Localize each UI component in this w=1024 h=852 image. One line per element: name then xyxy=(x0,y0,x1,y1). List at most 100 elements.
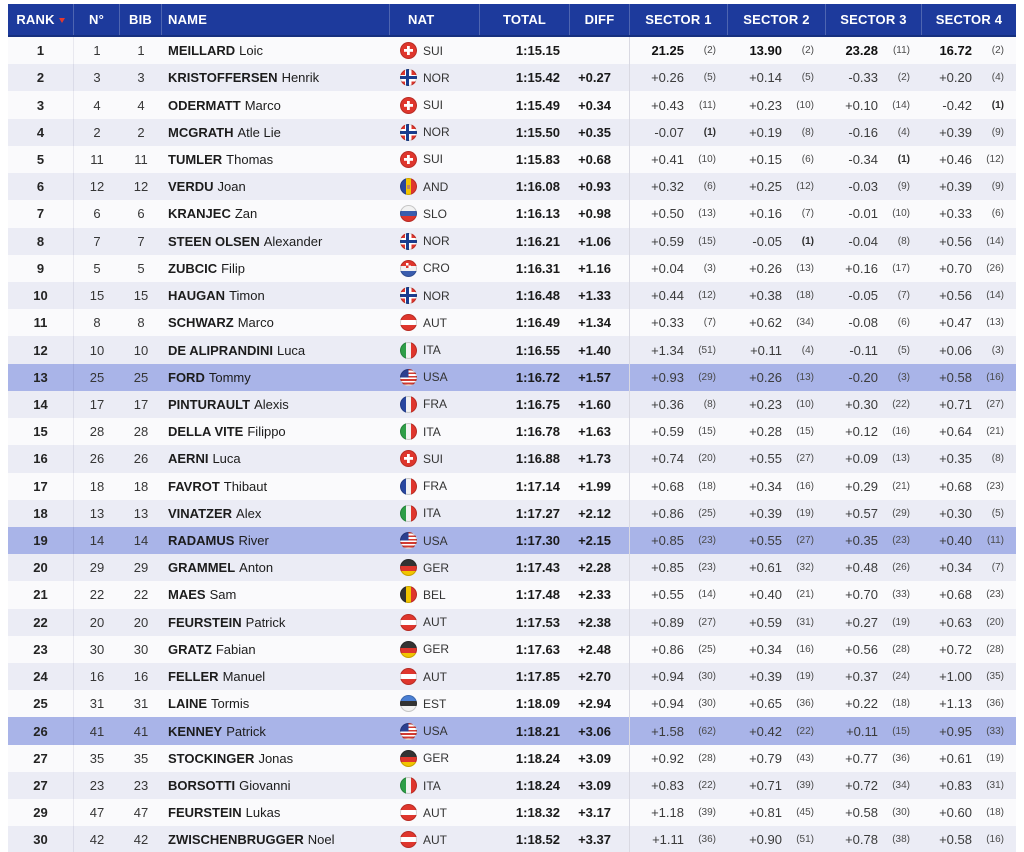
rank-cell: 3 xyxy=(8,91,74,119)
column-header-sector1[interactable]: SECTOR 1 xyxy=(630,4,728,35)
sector-2-cell: +0.26 (13) xyxy=(749,260,814,276)
table-row[interactable]: 10 15 15 HAUGAN Timon NOR 1:16.48 +1.33 +… xyxy=(8,281,1016,310)
column-header-nat[interactable]: NAT xyxy=(390,4,480,35)
start-number-cell: 5 xyxy=(93,260,101,276)
diff-cell: +2.33 xyxy=(570,581,630,609)
country-flag-icon xyxy=(400,42,417,60)
sector-3-cell: +0.10 (14) xyxy=(845,97,910,113)
bib-cell: 8 xyxy=(137,315,145,331)
column-header-start-number[interactable]: N° xyxy=(74,4,120,35)
table-row[interactable]: 13 25 25 FORD Tommy USA 1:16.72 +1.57 +0.… xyxy=(8,363,1016,391)
table-row[interactable]: 30 42 42 ZWISCHENBRUGGER Noel AUT 1:18.52… xyxy=(8,826,1016,852)
table-row[interactable]: 12 10 10 DE ALIPRANDINI Luca ITA 1:16.55 … xyxy=(8,336,1016,364)
sector-2-cell: +0.39 (19) xyxy=(749,505,814,521)
bib-cell: 20 xyxy=(133,614,149,630)
column-header-bib[interactable]: BIB xyxy=(120,4,162,35)
column-header-name[interactable]: NAME xyxy=(162,4,390,35)
country-code: AUT xyxy=(423,615,447,630)
athlete-last-name: MAES xyxy=(168,587,206,603)
column-header-sector3[interactable]: SECTOR 3 xyxy=(826,4,922,35)
athlete-name-cell: KENNEY Patrick xyxy=(162,717,390,744)
bib-cell: 14 xyxy=(133,533,149,549)
country-code: USA xyxy=(423,370,448,385)
athlete-name-cell: KRISTOFFERSEN Henrik xyxy=(162,64,390,91)
athlete-first-name: Alexander xyxy=(263,233,323,249)
table-header-row: RANK N° BIB NAME NAT TOTAL DIFF SECTOR 1… xyxy=(8,4,1016,37)
athlete-name-cell: AERNI Luca xyxy=(162,445,390,472)
start-number-cell: 10 xyxy=(89,342,105,358)
bib-cell: 5 xyxy=(137,260,145,276)
bib-cell: 35 xyxy=(133,750,149,766)
table-row[interactable]: 16 26 26 AERNI Luca SUI 1:16.88 +1.73 +0.… xyxy=(8,445,1016,473)
start-number-cell: 2 xyxy=(93,124,101,140)
bib-cell: 3 xyxy=(137,70,145,86)
table-row[interactable]: 22 20 20 FEURSTEIN Patrick AUT 1:17.53 +2… xyxy=(8,608,1016,636)
total-time-cell: 1:16.55 xyxy=(515,342,560,358)
table-row[interactable]: 23 30 30 GRATZ Fabian GER 1:17.63 +2.48 +… xyxy=(8,635,1016,664)
diff-cell: +0.93 xyxy=(570,173,630,201)
sector-2-cell: +0.65 (36) xyxy=(749,696,814,712)
nationality-cell: NOR xyxy=(390,64,480,91)
total-time-cell: 1:18.21 xyxy=(515,723,560,739)
country-code: CRO xyxy=(423,261,450,276)
athlete-name-cell: MAES Sam xyxy=(162,581,390,608)
table-row[interactable]: 4 2 2 MCGRATH Atle Lie NOR 1:15.50 +0.35 … xyxy=(8,118,1016,146)
sector-4-cell: +1.00 (35) xyxy=(939,669,1004,685)
sector-1-cell: +0.43 (11) xyxy=(651,97,716,113)
table-row[interactable]: 15 28 28 DELLA VITE Filippo ITA 1:16.78 +… xyxy=(8,418,1016,446)
rank-cell: 1 xyxy=(8,37,74,65)
sector-1-cell: +0.74 (20) xyxy=(651,451,716,467)
athlete-name-cell: GRAMMEL Anton xyxy=(162,554,390,581)
sector-1-cell: +0.26 (5) xyxy=(651,70,716,86)
sector-3-cell: +0.78 (38) xyxy=(845,832,910,848)
table-row[interactable]: 21 22 22 MAES Sam BEL 1:17.48 +2.33 +0.55… xyxy=(8,581,1016,609)
table-row[interactable]: 11 8 8 SCHWARZ Marco AUT 1:16.49 +1.34 +0… xyxy=(8,309,1016,337)
table-row[interactable]: 14 17 17 PINTURAULT Alexis FRA 1:16.75 +1… xyxy=(8,390,1016,419)
diff-cell xyxy=(570,37,630,65)
table-row[interactable]: 1 1 1 MEILLARD Loic SUI 1:15.15 21.25 (2) … xyxy=(8,37,1016,65)
nationality-cell: ITA xyxy=(390,418,480,445)
country-code: BEL xyxy=(423,587,446,602)
table-row[interactable]: 18 13 13 VINATZER Alex ITA 1:17.27 +2.12 … xyxy=(8,499,1016,527)
total-time-cell: 1:18.24 xyxy=(515,750,560,766)
table-row[interactable]: 6 12 12 VERDU Joan AND 1:16.08 +0.93 +0.3… xyxy=(8,173,1016,201)
table-row[interactable]: 7 6 6 KRANJEC Zan SLO 1:16.13 +0.98 +0.50… xyxy=(8,200,1016,228)
total-time-cell: 1:18.52 xyxy=(515,832,560,848)
sector-2-cell: +0.11 (4) xyxy=(750,342,814,358)
sector-4-cell: +0.83 (31) xyxy=(939,778,1004,794)
sector-2-cell: +0.55 (27) xyxy=(749,451,814,467)
country-flag-icon xyxy=(400,368,417,386)
table-row[interactable]: 26 41 41 KENNEY Patrick USA 1:18.21 +3.06… xyxy=(8,717,1016,745)
table-row[interactable]: 9 5 5 ZUBCIC Filip CRO 1:16.31 +1.16 +0.0… xyxy=(8,254,1016,282)
rank-cell: 8 xyxy=(8,227,74,255)
table-row[interactable]: 27 23 23 BORSOTTI Giovanni ITA 1:18.24 +3… xyxy=(8,771,1016,800)
athlete-last-name: PINTURAULT xyxy=(168,396,251,412)
table-row[interactable]: 27 35 35 STOCKINGER Jonas GER 1:18.24 +3.… xyxy=(8,744,1016,772)
athlete-first-name: Alexis xyxy=(254,396,289,412)
sector-4-cell: +0.72 (28) xyxy=(939,641,1004,657)
total-time-cell: 1:15.42 xyxy=(515,70,560,86)
column-header-sector4[interactable]: SECTOR 4 xyxy=(935,12,1003,27)
table-row[interactable]: 25 31 31 LAINE Tormis EST 1:18.09 +2.94 +… xyxy=(8,690,1016,718)
diff-cell: +1.34 xyxy=(570,309,630,337)
table-row[interactable]: 8 7 7 STEEN OLSEN Alexander NOR 1:16.21 +… xyxy=(8,227,1016,255)
table-row[interactable]: 3 4 4 ODERMATT Marco SUI 1:15.49 +0.34 +0… xyxy=(8,91,1016,119)
table-row[interactable]: 19 14 14 RADAMUS River USA 1:17.30 +2.15 … xyxy=(8,526,1016,555)
column-header-rank[interactable]: RANK xyxy=(8,4,74,35)
country-flag-icon xyxy=(400,695,417,713)
athlete-last-name: LAINE xyxy=(168,696,207,712)
table-row[interactable]: 20 29 29 GRAMMEL Anton GER 1:17.43 +2.28 … xyxy=(8,554,1016,582)
country-flag-icon xyxy=(400,777,417,795)
table-row[interactable]: 2 3 3 KRISTOFFERSEN Henrik NOR 1:15.42 +0… xyxy=(8,64,1016,92)
sector-1-cell: +0.44 (12) xyxy=(651,288,716,304)
column-header-total[interactable]: TOTAL xyxy=(480,4,570,35)
table-row[interactable]: 5 11 11 TUMLER Thomas SUI 1:15.83 +0.68 +… xyxy=(8,145,1016,174)
sector-4-cell: +0.63 (20) xyxy=(939,614,1004,630)
start-number-cell: 41 xyxy=(89,723,105,739)
column-header-sector2[interactable]: SECTOR 2 xyxy=(728,4,826,35)
column-header-diff[interactable]: DIFF xyxy=(570,4,630,35)
table-row[interactable]: 24 16 16 FELLER Manuel AUT 1:17.85 +2.70 … xyxy=(8,663,1016,691)
table-row[interactable]: 29 47 47 FEURSTEIN Lukas AUT 1:18.32 +3.1… xyxy=(8,799,1016,827)
start-number-cell: 31 xyxy=(89,696,105,712)
table-row[interactable]: 17 18 18 FAVROT Thibaut FRA 1:17.14 +1.99… xyxy=(8,472,1016,500)
